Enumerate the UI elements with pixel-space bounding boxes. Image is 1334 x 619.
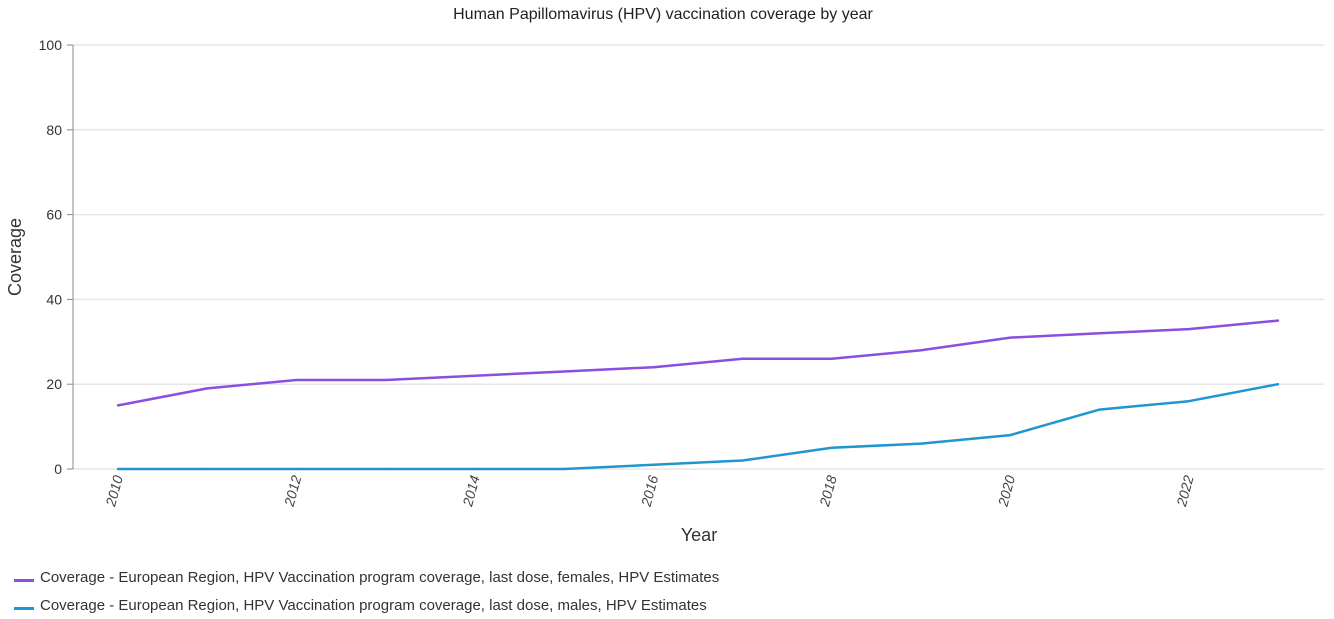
x-tick-label: 2020	[994, 473, 1018, 508]
y-tick-label: 20	[46, 376, 62, 392]
y-tick-label: 0	[54, 461, 62, 477]
x-tick-label: 2014	[459, 473, 483, 508]
y-tick-label: 100	[39, 37, 63, 53]
legend-item-males[interactable]: Coverage - European Region, HPV Vaccinat…	[14, 591, 719, 619]
y-axis-label: Coverage	[5, 218, 25, 296]
legend-label: Coverage - European Region, HPV Vaccinat…	[40, 596, 707, 614]
legend-swatch-females	[14, 578, 34, 582]
data-point[interactable]	[741, 459, 744, 462]
x-tick-label: 2010	[102, 473, 126, 508]
series-lines	[116, 319, 1280, 471]
data-point[interactable]	[562, 370, 566, 373]
data-point[interactable]	[562, 467, 566, 471]
series-line-0[interactable]	[117, 319, 1279, 407]
y-tick-label: 60	[46, 207, 62, 223]
data-point[interactable]	[206, 387, 209, 390]
chart-title: Human Papillomavirus (HPV) vaccination c…	[453, 6, 873, 23]
legend-swatch-males	[14, 606, 34, 610]
x-tick-label: 2012	[281, 473, 305, 508]
data-point[interactable]	[295, 378, 298, 382]
legend: Coverage - European Region, HPV Vaccinat…	[14, 563, 719, 619]
x-axis-ticks: 2010 2012 2014 2016 2018 2020 2022	[102, 473, 1197, 508]
data-point[interactable]	[919, 349, 923, 352]
data-point[interactable]	[384, 467, 387, 471]
data-point[interactable]	[1098, 332, 1101, 335]
x-tick-label: 2018	[816, 473, 840, 508]
x-axis-label: Year	[681, 525, 717, 545]
data-point[interactable]	[473, 374, 477, 377]
legend-label: Coverage - European Region, HPV Vaccinat…	[40, 568, 720, 586]
data-point[interactable]	[473, 467, 477, 471]
x-tick-label: 2022	[1173, 473, 1197, 508]
data-point[interactable]	[652, 366, 655, 369]
data-point[interactable]	[1187, 399, 1190, 403]
data-point[interactable]	[741, 357, 744, 360]
data-point[interactable]	[1009, 336, 1012, 339]
data-point[interactable]	[830, 357, 834, 360]
y-tick-label: 80	[46, 122, 62, 138]
x-tick-label: 2016	[638, 473, 662, 508]
line-chart: Human Papillomavirus (HPV) vaccination c…	[5, 6, 1324, 545]
data-point[interactable]	[830, 446, 834, 449]
data-point[interactable]	[295, 467, 298, 471]
data-point[interactable]	[206, 467, 209, 471]
data-point[interactable]	[1098, 408, 1101, 411]
data-point[interactable]	[1009, 433, 1012, 437]
data-point[interactable]	[116, 404, 120, 407]
data-point[interactable]	[1276, 383, 1280, 386]
y-axis-ticks: 0 20 40 60 80 100	[39, 37, 73, 477]
data-point[interactable]	[919, 442, 923, 445]
gridlines	[73, 44, 1324, 470]
data-point[interactable]	[652, 463, 655, 466]
data-point[interactable]	[1187, 327, 1190, 331]
data-point[interactable]	[1276, 319, 1280, 322]
y-tick-label: 40	[46, 291, 62, 307]
data-point[interactable]	[116, 467, 120, 471]
legend-item-females[interactable]: Coverage - European Region, HPV Vaccinat…	[14, 563, 719, 591]
data-point[interactable]	[384, 378, 387, 382]
series-line-1[interactable]	[118, 382, 1279, 471]
